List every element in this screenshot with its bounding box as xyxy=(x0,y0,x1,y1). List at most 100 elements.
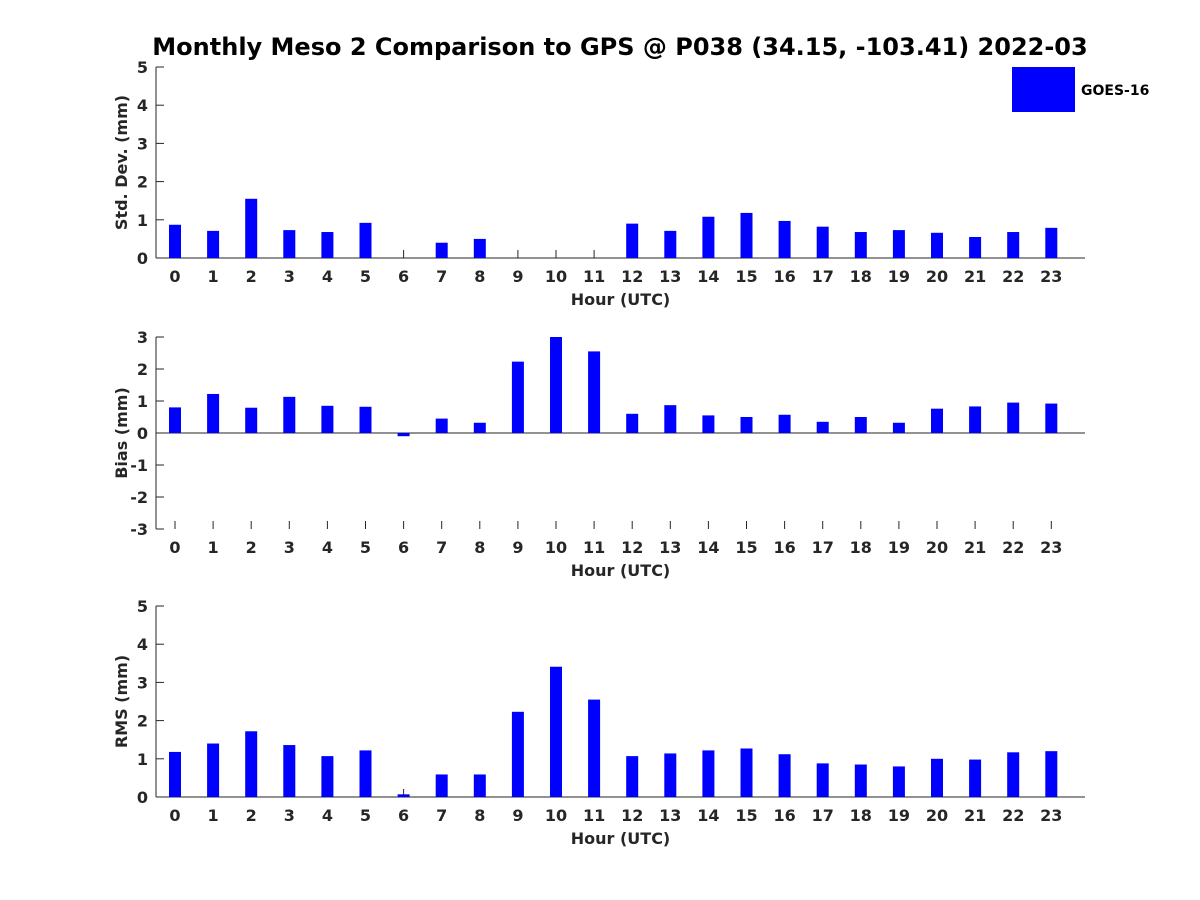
bar xyxy=(359,750,372,797)
x-tick-label: 6 xyxy=(398,806,409,825)
x-tick-label: 11 xyxy=(583,806,605,825)
x-tick-label: 1 xyxy=(208,538,219,557)
y-axis-label: RMS (mm) xyxy=(112,655,131,748)
bar xyxy=(473,422,486,433)
bar xyxy=(321,232,334,258)
x-tick-label: 20 xyxy=(926,538,948,557)
x-tick-label: 23 xyxy=(1040,538,1062,557)
x-tick-label: 5 xyxy=(360,538,371,557)
y-tick-label: 0 xyxy=(137,424,148,443)
bar xyxy=(245,731,258,797)
x-tick-label: 18 xyxy=(850,538,872,557)
x-tick-label: 2 xyxy=(246,806,257,825)
bar xyxy=(931,758,943,797)
bar xyxy=(969,759,982,797)
bar xyxy=(435,242,448,258)
x-tick-label: 4 xyxy=(322,538,333,557)
x-tick-label: 21 xyxy=(964,538,986,557)
bar xyxy=(854,764,867,797)
x-tick-label: 17 xyxy=(812,538,834,557)
x-tick-label: 0 xyxy=(169,538,180,557)
x-tick-label: 1 xyxy=(208,806,219,825)
x-tick-label: 22 xyxy=(1002,538,1024,557)
x-tick-label: 13 xyxy=(659,538,681,557)
bar xyxy=(283,396,296,433)
bar xyxy=(892,766,905,797)
x-tick-label: 20 xyxy=(926,806,948,825)
x-tick-label: 16 xyxy=(773,267,795,286)
x-tick-label: 23 xyxy=(1040,806,1062,825)
bar xyxy=(207,393,220,433)
x-tick-label: 12 xyxy=(621,538,643,557)
x-tick-label: 7 xyxy=(436,267,447,286)
y-tick-label: 0 xyxy=(137,788,148,807)
x-tick-label: 8 xyxy=(474,267,485,286)
x-tick-label: 2 xyxy=(246,538,257,557)
bar xyxy=(664,753,677,797)
x-tick-label: 6 xyxy=(398,538,409,557)
x-tick-label: 16 xyxy=(773,806,795,825)
x-tick-label: 21 xyxy=(964,806,986,825)
y-tick-label: 0 xyxy=(137,249,148,268)
y-tick-label: 1 xyxy=(137,750,148,769)
legend-label: GOES-16 xyxy=(1081,83,1149,99)
y-tick-label: -1 xyxy=(130,456,148,475)
x-tick-label: 4 xyxy=(322,267,333,286)
y-axis-label: Std. Dev. (mm) xyxy=(112,95,131,230)
bar xyxy=(626,223,639,258)
x-tick-label: 7 xyxy=(436,538,447,557)
y-tick-label: -2 xyxy=(130,488,148,507)
x-tick-label: 19 xyxy=(888,806,910,825)
x-tick-label: 1 xyxy=(208,267,219,286)
x-tick-label: 9 xyxy=(512,538,523,557)
bar xyxy=(816,763,829,797)
x-tick-label: 19 xyxy=(888,538,910,557)
bar xyxy=(550,666,562,797)
x-tick-label: 19 xyxy=(888,267,910,286)
bar xyxy=(550,337,562,433)
x-tick-label: 3 xyxy=(284,806,295,825)
x-tick-label: 4 xyxy=(322,806,333,825)
y-tick-label: 5 xyxy=(137,58,148,77)
bar xyxy=(321,405,334,433)
bar xyxy=(816,226,829,258)
bar xyxy=(892,230,905,258)
bar xyxy=(1045,227,1058,258)
x-tick-label: 17 xyxy=(812,806,834,825)
bar xyxy=(931,232,943,258)
x-tick-label: 15 xyxy=(735,538,757,557)
bar xyxy=(1007,402,1020,433)
y-axis-label: Bias (mm) xyxy=(112,387,131,479)
bar xyxy=(397,794,410,797)
x-tick-label: 0 xyxy=(169,806,180,825)
bar xyxy=(740,212,753,258)
y-tick-label: 4 xyxy=(137,635,148,654)
chart-title: Monthly Meso 2 Comparison to GPS @ P038 … xyxy=(152,33,1087,61)
bar xyxy=(854,232,867,258)
bar xyxy=(664,405,677,433)
bar xyxy=(740,748,753,797)
x-tick-label: 12 xyxy=(621,806,643,825)
x-tick-label: 23 xyxy=(1040,267,1062,286)
y-tick-label: 2 xyxy=(137,360,148,379)
y-tick-label: 3 xyxy=(137,673,148,692)
bar xyxy=(511,361,524,433)
bar xyxy=(1007,232,1020,258)
x-tick-label: 9 xyxy=(512,267,523,286)
bar xyxy=(740,417,753,433)
x-tick-label: 5 xyxy=(360,806,371,825)
y-tick-label: 2 xyxy=(137,712,148,731)
x-tick-label: 2 xyxy=(246,267,257,286)
bar xyxy=(1045,403,1058,433)
x-tick-label: 10 xyxy=(545,267,567,286)
x-tick-label: 22 xyxy=(1002,267,1024,286)
bar xyxy=(969,406,982,433)
x-tick-label: 17 xyxy=(812,267,834,286)
bar xyxy=(778,220,791,258)
x-tick-label: 0 xyxy=(169,267,180,286)
bar xyxy=(207,230,220,258)
x-tick-label: 13 xyxy=(659,806,681,825)
x-tick-label: 9 xyxy=(512,806,523,825)
